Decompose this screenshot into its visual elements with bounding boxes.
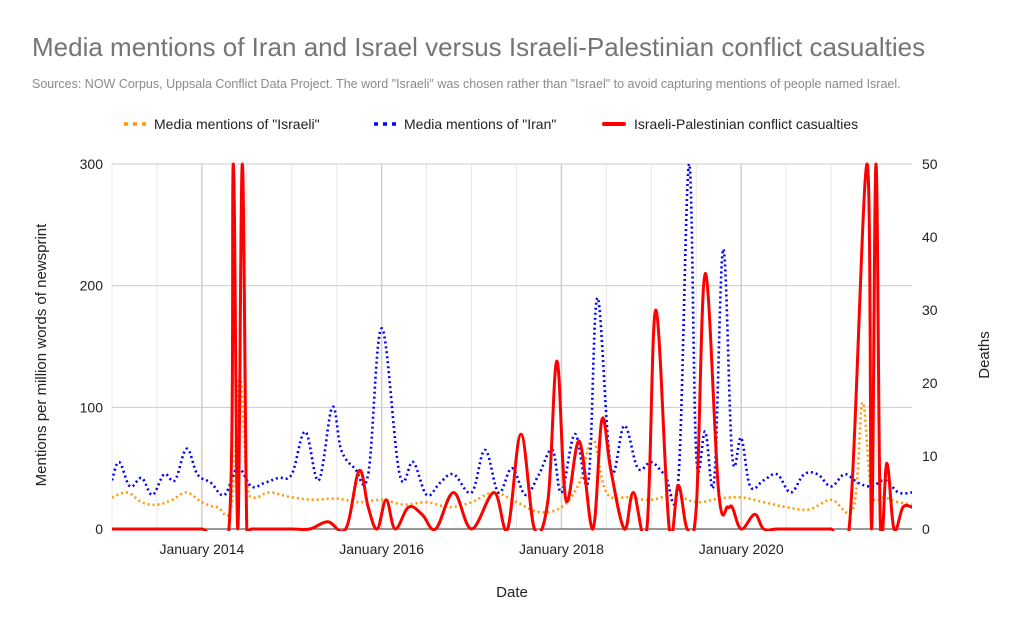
y2-tick-label: 40 bbox=[922, 229, 938, 245]
y-tick-label: 100 bbox=[80, 399, 104, 415]
chart-subtitle: Sources: NOW Corpus, Uppsala Conflict Da… bbox=[32, 77, 901, 91]
y2-tick-label: 20 bbox=[922, 375, 938, 391]
y2-tick-label: 0 bbox=[922, 521, 930, 537]
x-tick-label: January 2016 bbox=[339, 541, 424, 557]
y2-tick-label: 50 bbox=[922, 156, 938, 172]
y-tick-label: 0 bbox=[95, 521, 103, 537]
y2-tick-label: 30 bbox=[922, 302, 938, 318]
series-line-iran bbox=[112, 162, 912, 506]
y-axis-title: Mentions per million words of newsprint bbox=[33, 223, 50, 486]
chart-series-layer bbox=[112, 162, 912, 531]
legend-label: Media mentions of "Iran" bbox=[404, 116, 556, 132]
chart-title: Media mentions of Iran and Israel versus… bbox=[32, 32, 926, 62]
y-tick-label: 200 bbox=[80, 278, 104, 294]
x-tick-label: January 2018 bbox=[519, 541, 604, 557]
y2-axis-title: Deaths bbox=[976, 331, 993, 379]
chart-ticks: 0 100 200 300 0 10 20 30 40 50 January 2014 January… bbox=[80, 156, 938, 557]
x-tick-label: January 2020 bbox=[699, 541, 784, 557]
x-tick-label: January 2014 bbox=[159, 541, 244, 557]
x-axis-title: Date bbox=[496, 584, 528, 601]
series-line-casualties bbox=[112, 162, 912, 531]
y2-tick-label: 10 bbox=[922, 448, 938, 464]
legend-label: Media mentions of "Israeli" bbox=[154, 116, 320, 132]
legend-label: Israeli-Palestinian conflict casualties bbox=[634, 116, 858, 132]
chart-legend: Media mentions of "Israeli" Media mention… bbox=[124, 116, 858, 132]
y-tick-label: 300 bbox=[80, 156, 104, 172]
